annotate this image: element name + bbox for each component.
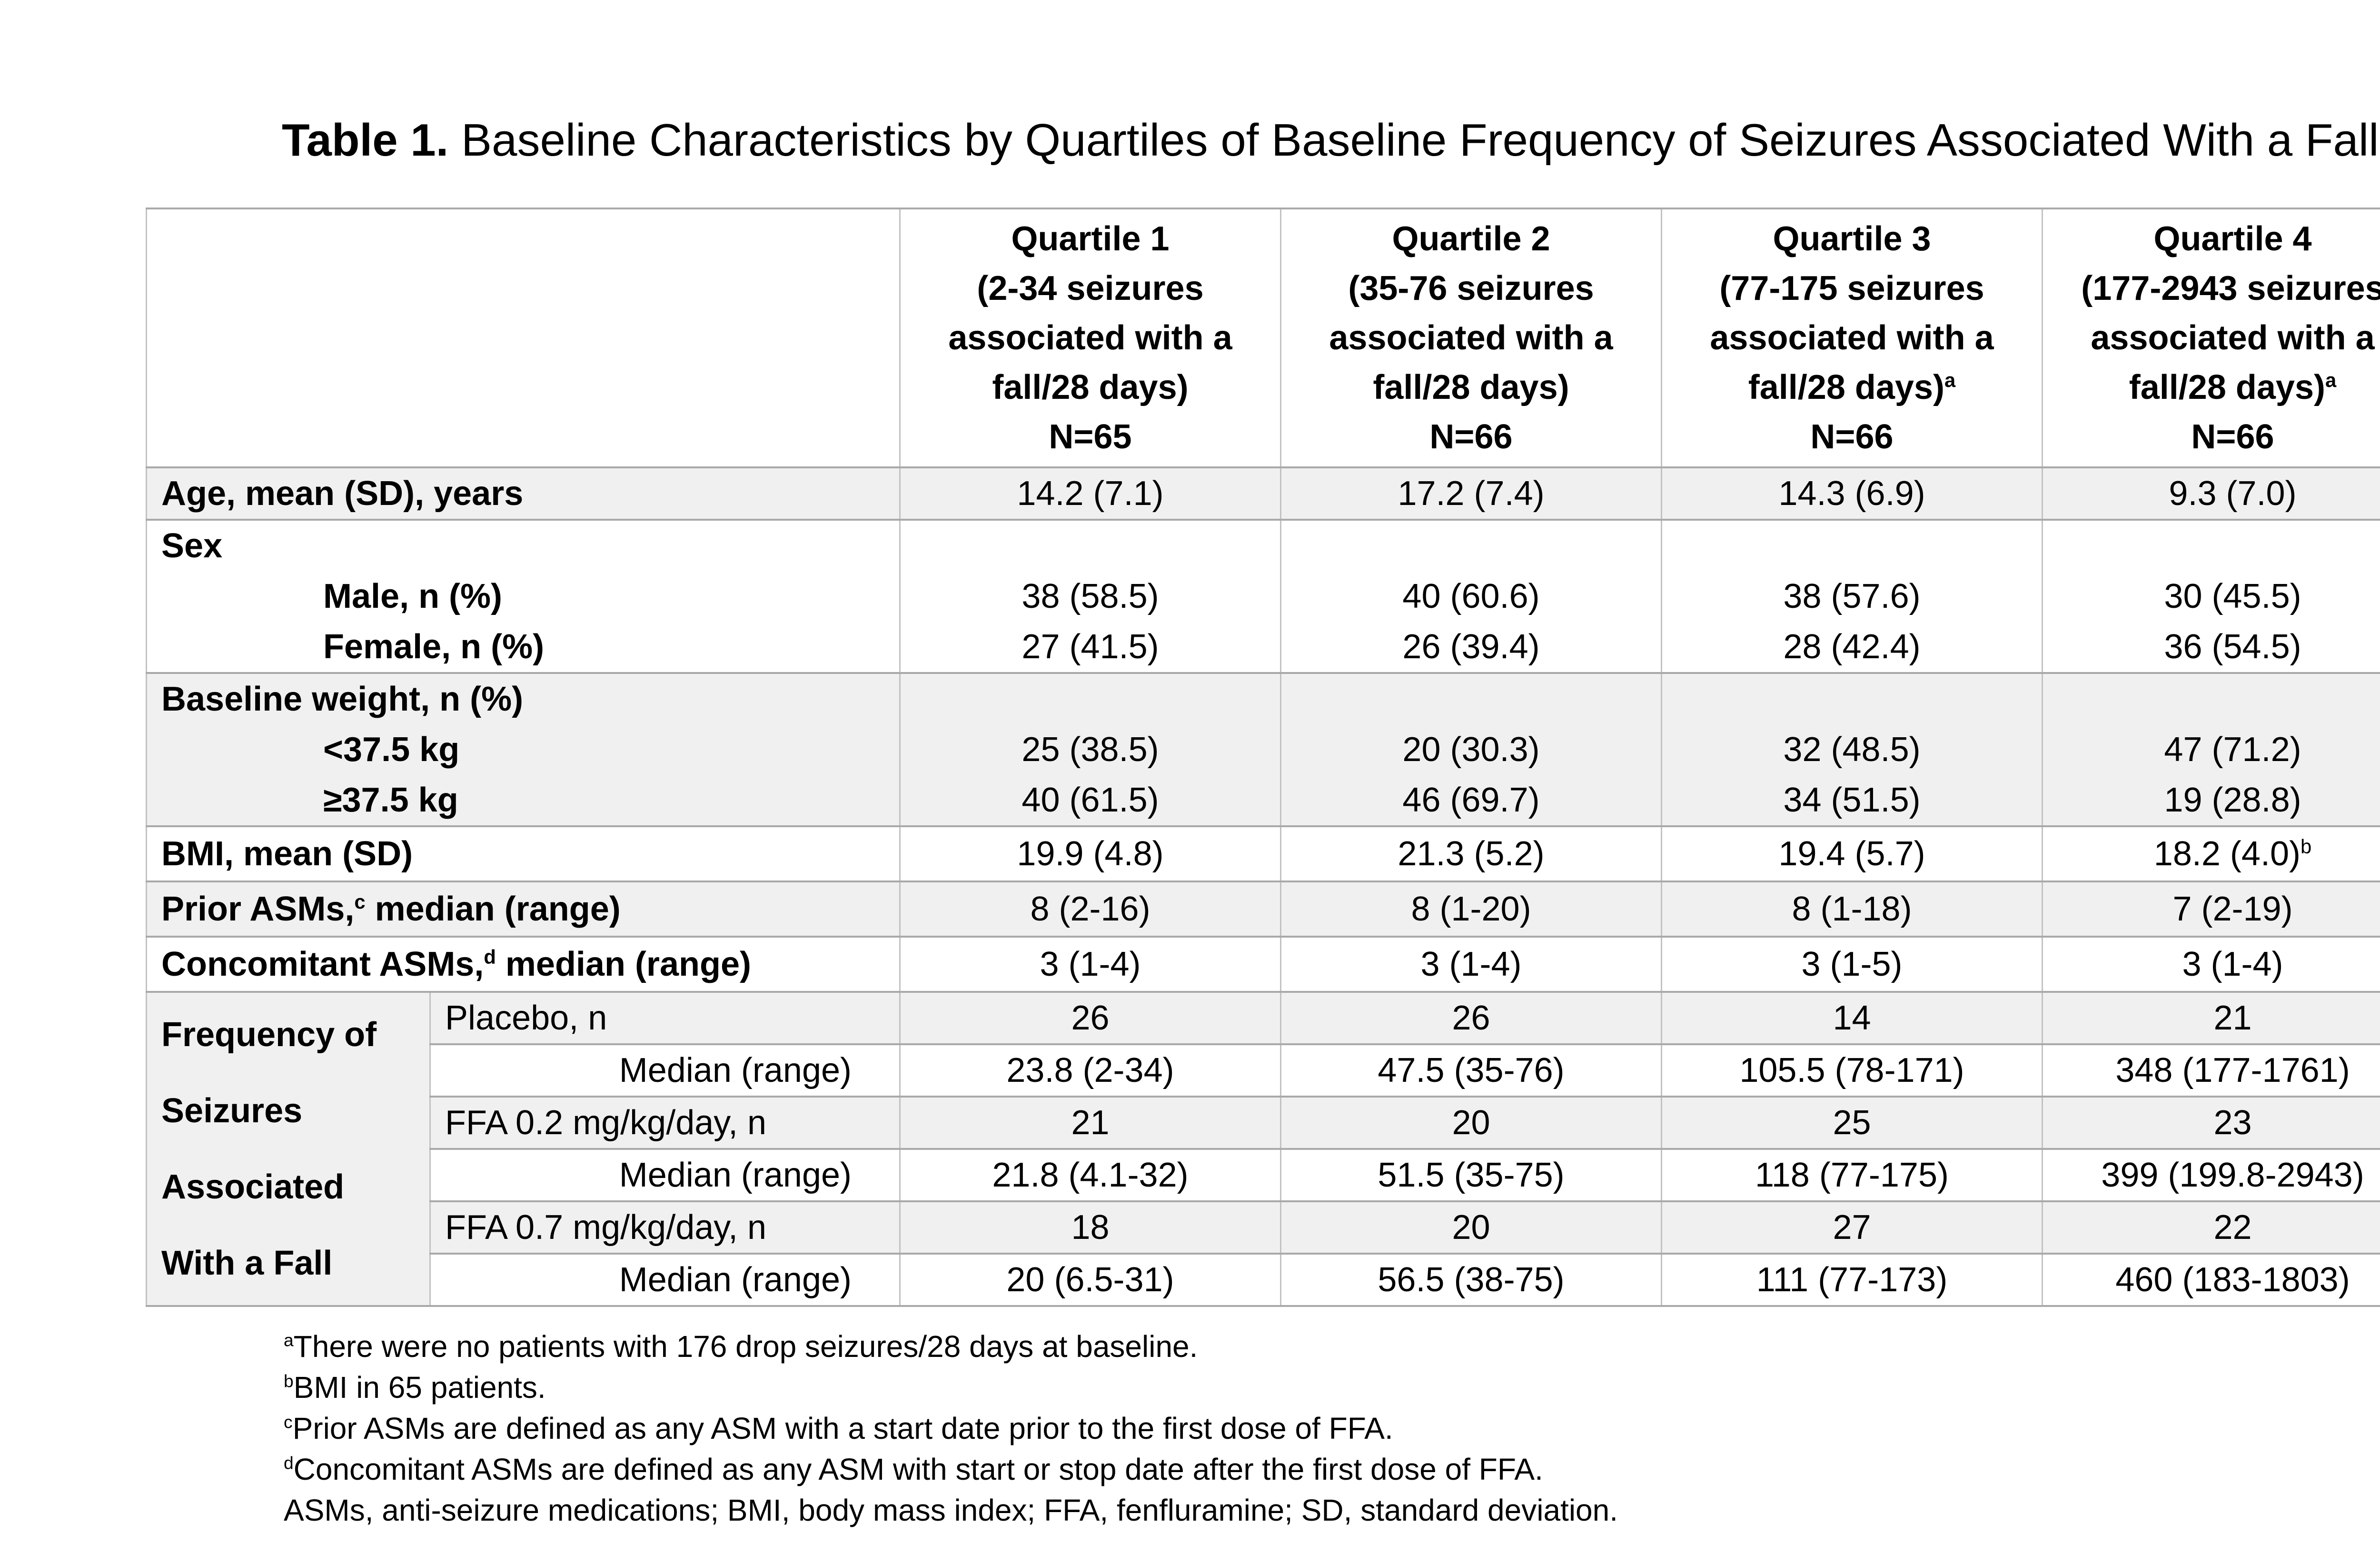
column-header-quartile-3: Quartile 3 (77-175 seizures associated w… [1661, 208, 2043, 469]
data-cell: 25 (38.5) 40 (61.5) [899, 672, 1281, 828]
data-cell: 26 [1280, 991, 1662, 1046]
subrow-label-cell: Placebo, n [429, 991, 901, 1046]
table-row-freq-placebo-median: Median (range) 23.8 (2-34) 47.5 (35-76) … [147, 1043, 2380, 1098]
data-cell: 3 (1-4) [899, 936, 1281, 993]
freq-group-label-cell: Frequency of Seizures Associated With a … [146, 991, 431, 1307]
data-cell: 23 [2042, 1096, 2380, 1150]
data-cell: 20 [1280, 1096, 1662, 1150]
table-row-sex: Sex Male, n (%) Female, n (%) 38 (58.5) … [146, 519, 2380, 674]
table-row-baseline-weight: Baseline weight, n (%) <37.5 kg ≥37.5 kg… [146, 672, 2380, 828]
footnote-marker: c [354, 890, 366, 913]
data-cell: 3 (1-4) [2042, 936, 2380, 993]
data-cell: 21.8 (4.1-32) [899, 1148, 1281, 1203]
footnote-marker: a [284, 1330, 294, 1351]
data-cell: 21 [899, 1096, 1281, 1150]
data-cell: 7 (2-19) [2042, 880, 2380, 938]
footnote-b: bBMI in 65 patients. [284, 1370, 546, 1405]
column-header-quartile-1: Quartile 1 (2-34 seizures associated wit… [899, 208, 1281, 469]
subrow-label-cell: FFA 0.2 mg/kg/day, n [429, 1096, 901, 1150]
row-label-cell: Prior ASMs,c median (range) [146, 880, 901, 938]
data-cell: 47 (71.2) 19 (28.8) [2042, 672, 2380, 828]
table-row-freq-ffa02-median: Median (range) 21.8 (4.1-32) 51.5 (35-75… [147, 1148, 2380, 1203]
data-cell: 51.5 (35-75) [1280, 1148, 1662, 1203]
subrow-label-cell: Median (range) [429, 1148, 901, 1203]
row-label-cell: BMI, mean (SD) [146, 825, 901, 883]
table-row-bmi: BMI, mean (SD) 19.9 (4.8) 21.3 (5.2) 19.… [146, 825, 2380, 883]
table-title-prefix: Table 1. [282, 115, 449, 166]
data-cell: 38 (58.5) 27 (41.5) [899, 519, 1281, 674]
data-cell: 14 [1661, 991, 2043, 1046]
footnote-marker: a [2325, 369, 2337, 392]
data-cell: 40 (60.6) 26 (39.4) [1280, 519, 1662, 674]
data-cell: 3 (1-4) [1280, 936, 1662, 993]
row-label-cell: Age, mean (SD), years [146, 466, 901, 521]
footnote-marker: d [484, 946, 496, 969]
data-cell: 26 [899, 991, 1281, 1046]
data-cell: 19.4 (5.7) [1661, 825, 2043, 883]
data-cell: 8 (1-20) [1280, 880, 1662, 938]
data-cell: 8 (1-18) [1661, 880, 2043, 938]
subrow-label-cell: Median (range) [429, 1253, 901, 1307]
footnote-marker: c [284, 1412, 293, 1433]
data-cell: 111 (77-173) [1661, 1253, 2043, 1307]
data-cell: 118 (77-175) [1661, 1148, 2043, 1203]
footnote-abbreviations: ASMs, anti-seizure medications; BMI, bod… [284, 1493, 1618, 1528]
data-cell: 9.3 (7.0) [2042, 466, 2380, 521]
data-cell: 32 (48.5) 34 (51.5) [1661, 672, 2043, 828]
data-cell: 19.9 (4.8) [899, 825, 1281, 883]
data-cell: 20 (6.5-31) [899, 1253, 1281, 1307]
data-cell: 23.8 (2-34) [899, 1043, 1281, 1098]
data-cell: 460 (183-1803) [2042, 1253, 2380, 1307]
footnote-d: dConcomitant ASMs are defined as any ASM… [284, 1452, 1543, 1487]
data-cell: 22 [2042, 1200, 2380, 1255]
data-cell: 18 [899, 1200, 1281, 1255]
footnote-marker: b [284, 1371, 294, 1392]
data-cell: 348 (177-1761) [2042, 1043, 2380, 1098]
baseline-characteristics-table: Quartile 1 (2-34 seizures associated wit… [146, 208, 2380, 1307]
header-row: Quartile 1 (2-34 seizures associated wit… [146, 208, 2380, 469]
table-row-freq-ffa02-n: FFA 0.2 mg/kg/day, n 21 20 25 23 [147, 1096, 2380, 1150]
column-header-quartile-4: Quartile 4 (177-2943 seizures associated… [2042, 208, 2380, 469]
data-cell: 20 (30.3) 46 (69.7) [1280, 672, 1662, 828]
subrow-label-cell: Median (range) [429, 1043, 901, 1098]
table-row-freq-ffa07-n: FFA 0.7 mg/kg/day, n 18 20 27 22 [147, 1200, 2380, 1255]
footnote-c: cPrior ASMs are defined as any ASM with … [284, 1411, 1393, 1446]
data-cell: 8 (2-16) [899, 880, 1281, 938]
table-row-concomitant-asms: Concomitant ASMs,d median (range) 3 (1-4… [146, 936, 2380, 993]
data-cell: 17.2 (7.4) [1280, 466, 1662, 521]
data-cell: 105.5 (78-171) [1661, 1043, 2043, 1098]
footnote-a: aThere were no patients with 176 drop se… [284, 1329, 1198, 1364]
data-cell: 18.2 (4.0)b [2042, 825, 2380, 883]
data-cell: 38 (57.6) 28 (42.4) [1661, 519, 2043, 674]
data-cell: 30 (45.5) 36 (54.5) [2042, 519, 2380, 674]
table-row-prior-asms: Prior ASMs,c median (range) 8 (2-16) 8 (… [146, 880, 2380, 938]
data-cell: 56.5 (38-75) [1280, 1253, 1662, 1307]
footnote-marker: d [284, 1453, 294, 1474]
table-title: Table 1. Baseline Characteristics by Qua… [0, 0, 2380, 167]
header-corner-cell [146, 208, 901, 469]
table-row-freq-placebo-n: Frequency of Seizures Associated With a … [146, 991, 2380, 1307]
data-cell: 25 [1661, 1096, 2043, 1150]
row-label-cell: Sex Male, n (%) Female, n (%) [146, 519, 901, 674]
data-cell: 47.5 (35-76) [1280, 1043, 1662, 1098]
footnote-marker: a [1944, 369, 1956, 392]
data-cell: 14.3 (6.9) [1661, 466, 2043, 521]
data-cell: 399 (199.8-2943) [2042, 1148, 2380, 1203]
data-cell: 21 [2042, 991, 2380, 1046]
row-label-cell: Concomitant ASMs,d median (range) [146, 936, 901, 993]
table-row-age: Age, mean (SD), years 14.2 (7.1) 17.2 (7… [146, 466, 2380, 521]
column-header-quartile-2: Quartile 2 (35-76 seizures associated wi… [1280, 208, 1662, 469]
table-title-text: Baseline Characteristics by Quartiles of… [448, 115, 2379, 166]
data-cell: 27 [1661, 1200, 2043, 1255]
data-cell: 21.3 (5.2) [1280, 825, 1662, 883]
footnote-marker: b [2300, 835, 2312, 858]
data-cell: 3 (1-5) [1661, 936, 2043, 993]
footnotes: aThere were no patients with 176 drop se… [284, 1326, 2380, 1531]
row-label-cell: Baseline weight, n (%) <37.5 kg ≥37.5 kg [146, 672, 901, 828]
data-cell: 20 [1280, 1200, 1662, 1255]
subrow-label-cell: FFA 0.7 mg/kg/day, n [429, 1200, 901, 1255]
data-cell: 14.2 (7.1) [899, 466, 1281, 521]
table-row-freq-ffa07-median: Median (range) 20 (6.5-31) 56.5 (38-75) … [147, 1253, 2380, 1307]
